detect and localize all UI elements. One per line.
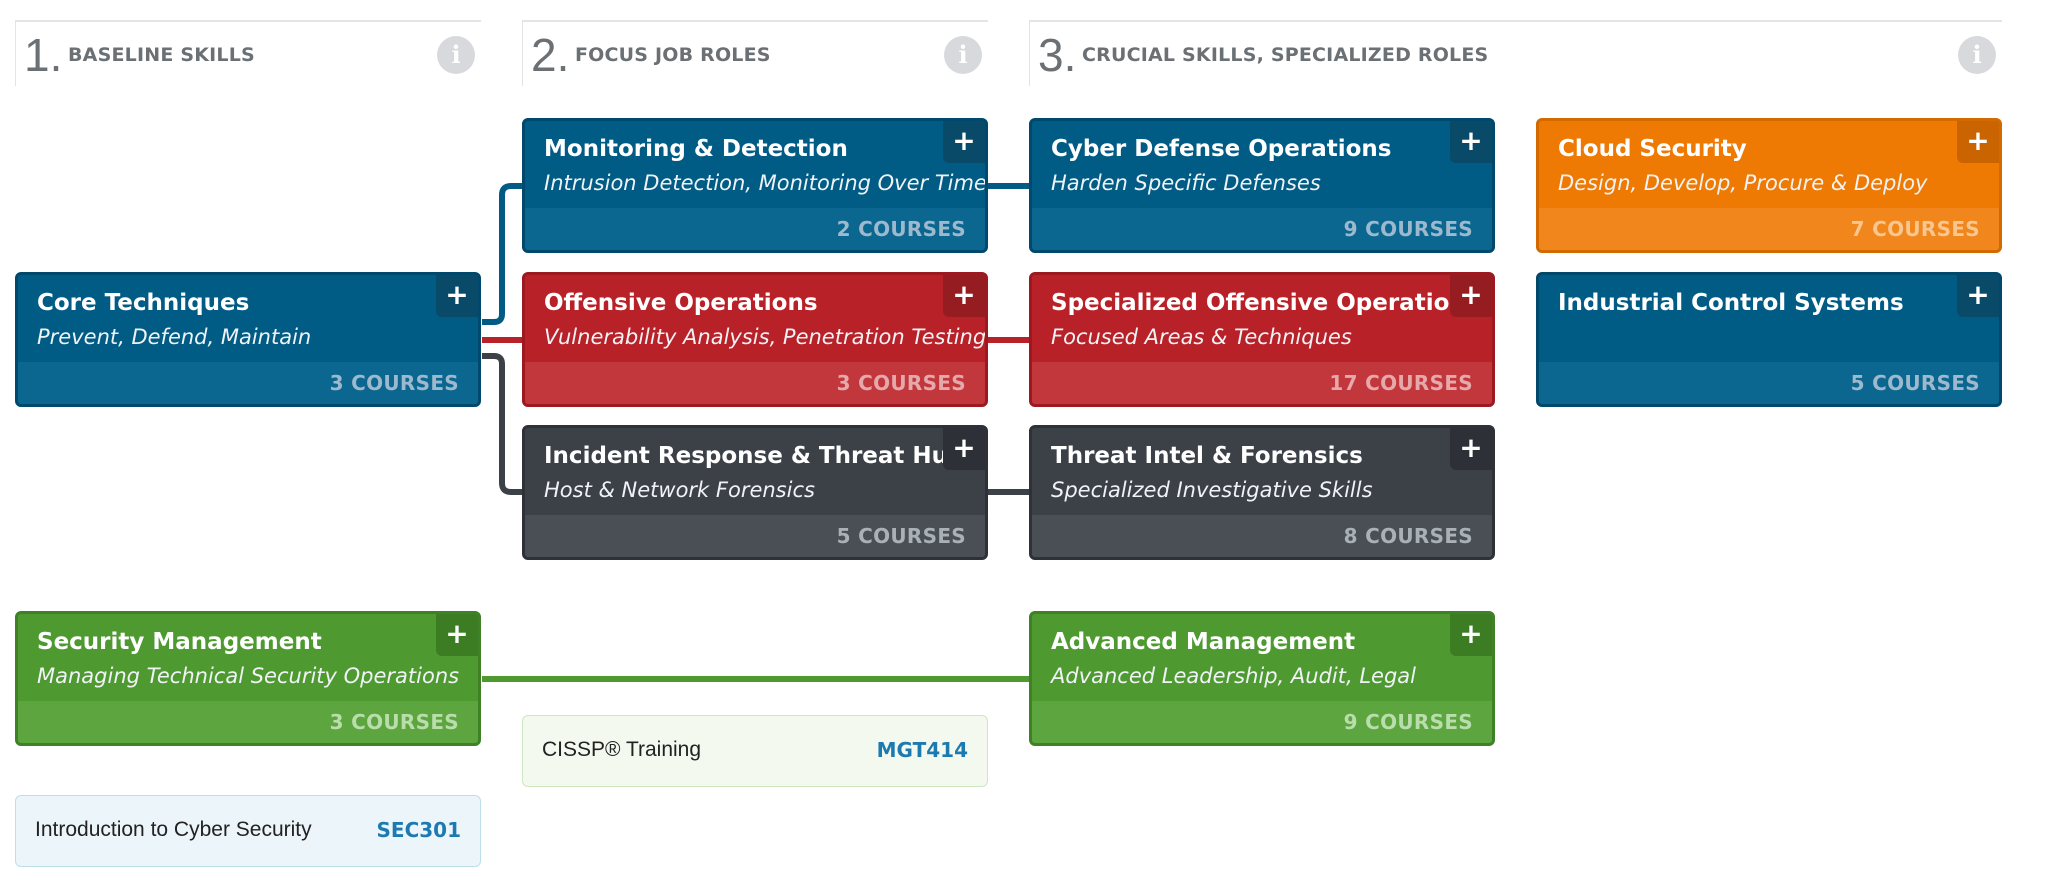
card-security-management[interactable]: Security Management Managing Technical S… [15, 611, 481, 746]
card-footer: 2 COURSES [525, 208, 985, 250]
plus-icon[interactable]: + [1957, 275, 1999, 317]
course-code[interactable]: SEC301 [376, 818, 462, 842]
course-count: 9 COURSES [1343, 710, 1473, 734]
link-core-incident [482, 353, 524, 495]
card-footer: 5 COURSES [1539, 362, 1999, 404]
card-title: Cloud Security [1558, 136, 1747, 162]
card-subtitle: Advanced Leadership, Audit, Legal [1051, 664, 1416, 688]
card-incident-response[interactable]: Incident Response & Threat Hunting Host … [522, 425, 988, 560]
card-footer: 3 COURSES [18, 362, 478, 404]
course-count: 2 COURSES [836, 217, 966, 241]
card-core-techniques[interactable]: Core Techniques Prevent, Defend, Maintai… [15, 272, 481, 407]
course-count: 5 COURSES [1850, 371, 1980, 395]
card-subtitle: Design, Develop, Procure & Deploy [1558, 171, 1928, 195]
column-number: 1. [24, 29, 63, 81]
plus-icon[interactable]: + [1450, 275, 1492, 317]
card-specialized-offensive-operations[interactable]: Specialized Offensive Operations Focused… [1029, 272, 1495, 407]
course-count: 3 COURSES [836, 371, 966, 395]
column-title: BASELINE SKILLS [68, 44, 255, 66]
column-title: FOCUS JOB ROLES [575, 44, 771, 66]
plus-icon[interactable]: + [436, 275, 478, 317]
card-subtitle: Host & Network Forensics [544, 478, 815, 502]
column-header-baseline: 1. BASELINE SKILLS i [15, 20, 481, 86]
card-subtitle: Managing Technical Security Operations [37, 664, 460, 688]
course-intro-cyber-security[interactable]: Introduction to Cyber Security SEC301 [15, 795, 481, 867]
plus-icon[interactable]: + [1957, 121, 1999, 163]
card-cyber-defense-operations[interactable]: Cyber Defense Operations Harden Specific… [1029, 118, 1495, 253]
plus-icon[interactable]: + [1450, 614, 1492, 656]
plus-icon[interactable]: + [1450, 121, 1492, 163]
card-footer: 9 COURSES [1032, 701, 1492, 743]
card-title: Threat Intel & Forensics [1051, 443, 1363, 469]
info-icon[interactable]: i [437, 36, 475, 74]
course-count: 7 COURSES [1850, 217, 1980, 241]
card-title: Advanced Management [1051, 629, 1356, 655]
column-header-crucial: 3. CRUCIAL SKILLS, SPECIALIZED ROLES i [1029, 20, 2002, 86]
column-header-focus: 2. FOCUS JOB ROLES i [522, 20, 988, 86]
card-footer: 7 COURSES [1539, 208, 1999, 250]
card-subtitle: Focused Areas & Techniques [1051, 325, 1352, 349]
course-code[interactable]: MGT414 [876, 738, 968, 762]
card-title: Security Management [37, 629, 322, 655]
card-title: Specialized Offensive Operations [1051, 290, 1480, 316]
course-name: CISSP® Training [542, 738, 702, 761]
card-title: Offensive Operations [544, 290, 818, 316]
card-offensive-operations[interactable]: Offensive Operations Vulnerability Analy… [522, 272, 988, 407]
card-footer: 3 COURSES [18, 701, 478, 743]
card-industrial-control-systems[interactable]: Industrial Control Systems 5 COURSES + [1536, 272, 2002, 407]
course-count: 3 COURSES [329, 371, 459, 395]
card-subtitle: Specialized Investigative Skills [1051, 478, 1373, 502]
card-title: Cyber Defense Operations [1051, 136, 1392, 162]
plus-icon[interactable]: + [1450, 428, 1492, 470]
card-monitoring-detection[interactable]: Monitoring & Detection Intrusion Detecti… [522, 118, 988, 253]
plus-icon[interactable]: + [436, 614, 478, 656]
info-icon[interactable]: i [1958, 36, 1996, 74]
plus-icon[interactable]: + [943, 121, 985, 163]
info-icon[interactable]: i [944, 36, 982, 74]
column-title: CRUCIAL SKILLS, SPECIALIZED ROLES [1082, 44, 1489, 66]
link-core-monitoring [482, 183, 524, 325]
card-title: Monitoring & Detection [544, 136, 848, 162]
course-count: 5 COURSES [836, 524, 966, 548]
card-advanced-management[interactable]: Advanced Management Advanced Leadership,… [1029, 611, 1495, 746]
card-footer: 5 COURSES [525, 515, 985, 557]
card-title: Industrial Control Systems [1558, 290, 1904, 316]
column-number: 2. [531, 29, 570, 81]
plus-icon[interactable]: + [943, 428, 985, 470]
card-title: Incident Response & Threat Hunting [544, 443, 988, 469]
card-footer: 8 COURSES [1032, 515, 1492, 557]
course-count: 9 COURSES [1343, 217, 1473, 241]
card-title: Core Techniques [37, 290, 250, 316]
card-footer: 9 COURSES [1032, 208, 1492, 250]
course-cissp[interactable]: CISSP® Training MGT414 [522, 715, 988, 787]
card-cloud-security[interactable]: Cloud Security Design, Develop, Procure … [1536, 118, 2002, 253]
card-threat-intel-forensics[interactable]: Threat Intel & Forensics Specialized Inv… [1029, 425, 1495, 560]
card-subtitle: Prevent, Defend, Maintain [37, 325, 312, 349]
course-name: Introduction to Cyber Security [35, 818, 312, 841]
course-count: 17 COURSES [1329, 371, 1473, 395]
card-footer: 17 COURSES [1032, 362, 1492, 404]
card-subtitle: Vulnerability Analysis, Penetration Test… [544, 325, 987, 349]
card-footer: 3 COURSES [525, 362, 985, 404]
course-count: 3 COURSES [329, 710, 459, 734]
plus-icon[interactable]: + [943, 275, 985, 317]
course-count: 8 COURSES [1343, 524, 1473, 548]
card-subtitle: Harden Specific Defenses [1051, 171, 1321, 195]
card-subtitle: Intrusion Detection, Monitoring Over Tim… [544, 171, 987, 195]
column-number: 3. [1038, 29, 1077, 81]
